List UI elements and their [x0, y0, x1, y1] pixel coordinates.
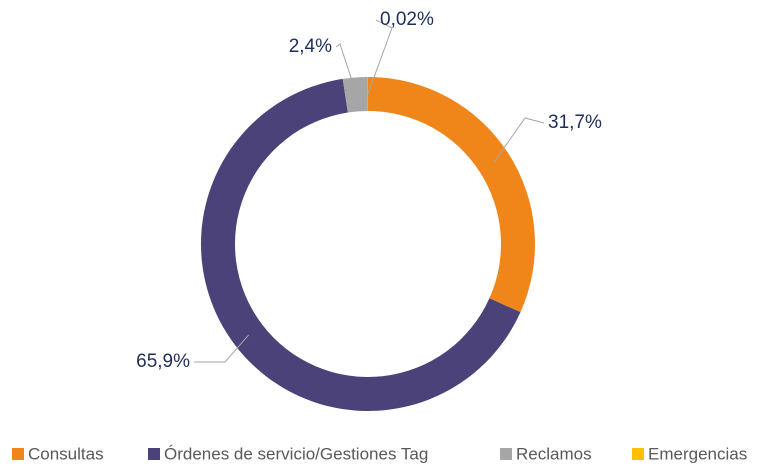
data-label: 31,7% — [548, 112, 602, 133]
data-label: 2,4% — [289, 36, 332, 57]
data-label: 65,9% — [136, 351, 190, 372]
legend-label: Reclamos — [516, 444, 592, 463]
legend-swatch — [632, 448, 644, 460]
legend-swatch — [148, 448, 160, 460]
leader-line — [194, 334, 250, 363]
leader-line — [493, 117, 545, 163]
legend-swatch — [12, 448, 24, 460]
data-label: 0,02% — [380, 9, 434, 30]
donut-segment — [342, 77, 368, 113]
legend-swatch — [500, 448, 512, 460]
leader-line — [335, 43, 357, 95]
leader-line — [367, 19, 393, 95]
legend-label: Consultas — [28, 444, 104, 463]
donut-segment — [368, 77, 535, 313]
legend-label: Órdenes de servicio/Gestiones Tag — [164, 444, 428, 463]
legend-label: Emergencias — [648, 444, 747, 463]
